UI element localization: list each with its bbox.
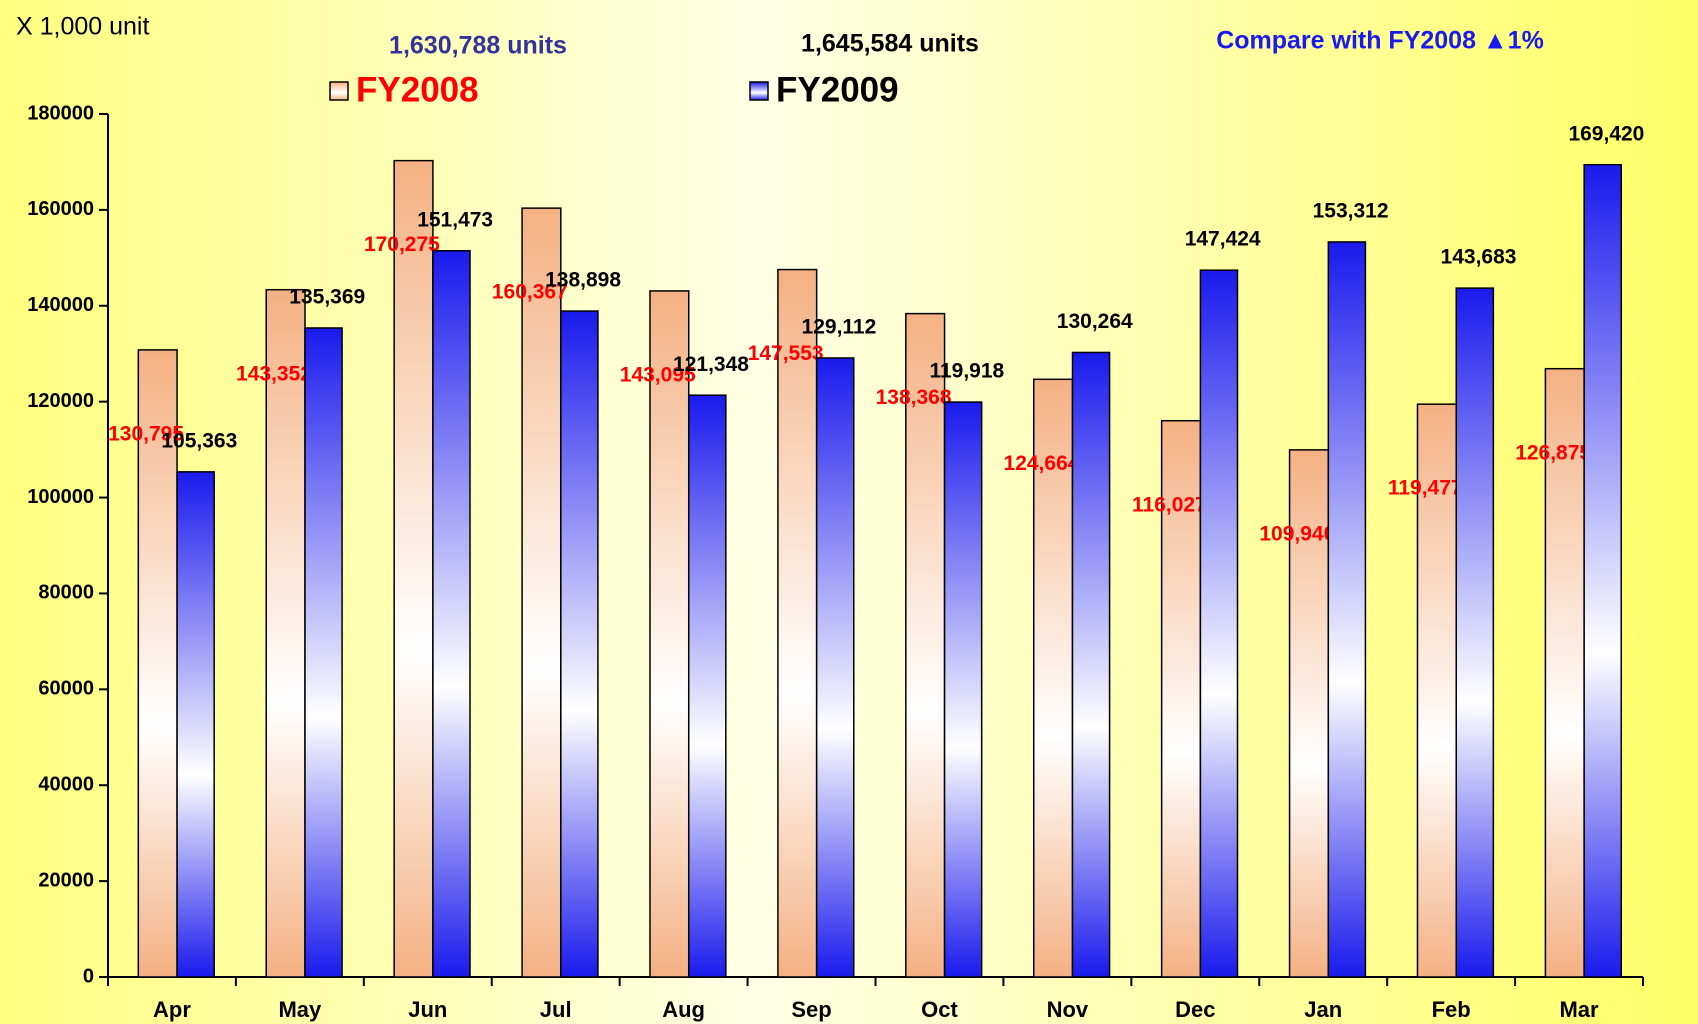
- value-label: 126,875: [1515, 441, 1591, 464]
- y-tick-label: 120000: [27, 390, 94, 412]
- value-label: 130,795: [108, 422, 184, 445]
- unit-label: X 1,000 unit: [16, 13, 149, 41]
- bar: [649, 290, 690, 978]
- value-label: 135,369: [289, 286, 365, 309]
- bar: [1455, 287, 1495, 978]
- x-tick-label: Feb: [1432, 997, 1471, 1022]
- value-label: 138,368: [876, 386, 952, 409]
- y-tick-label: 100000: [27, 486, 94, 508]
- value-label: 170,275: [364, 233, 440, 256]
- value-label: 143,352: [236, 362, 312, 385]
- bar: [1583, 163, 1623, 978]
- bar: [137, 349, 178, 978]
- value-label: 160,367: [492, 281, 568, 304]
- bar: [943, 401, 983, 978]
- bar: [905, 312, 946, 978]
- value-label: 147,553: [748, 342, 824, 365]
- bar: [1160, 419, 1202, 978]
- x-tick-label: Aug: [662, 997, 705, 1022]
- value-label: 169,420: [1568, 122, 1644, 145]
- bar: [815, 357, 855, 978]
- y-tick-label: 140000: [27, 294, 94, 316]
- x-tick-label: Jun: [408, 997, 447, 1022]
- bar: [304, 327, 343, 978]
- bar: [521, 207, 562, 978]
- legend-label: FY2008: [356, 70, 479, 109]
- value-label: 105,363: [161, 429, 237, 452]
- bar: [265, 288, 306, 978]
- bar: [687, 394, 727, 978]
- bar: [1071, 351, 1111, 978]
- y-tick-label: 160000: [27, 198, 94, 220]
- legend-swatch: [329, 81, 349, 101]
- x-tick-label: May: [278, 997, 322, 1022]
- x-tick-label: Sep: [791, 997, 831, 1022]
- value-label: 129,112: [802, 316, 877, 339]
- value-label: 116,027: [1132, 493, 1207, 516]
- y-tick-label: 60000: [38, 678, 94, 700]
- x-tick-label: Jan: [1304, 997, 1342, 1022]
- value-label: 119,918: [929, 360, 1004, 383]
- value-label: 124,664: [1004, 452, 1080, 475]
- y-tick-label: 40000: [38, 774, 94, 796]
- legend-swatch: [749, 81, 769, 101]
- value-label: 130,264: [1057, 310, 1133, 333]
- y-tick-label: 0: [83, 965, 94, 987]
- bar: [432, 250, 471, 978]
- y-tick-label: 180000: [27, 102, 94, 124]
- y-tick-label: 20000: [38, 869, 94, 891]
- bar: [777, 268, 818, 978]
- value-label: 143,683: [1441, 246, 1517, 269]
- x-tick-label: Oct: [921, 997, 958, 1022]
- x-tick-label: Jul: [540, 997, 572, 1022]
- bar: [1199, 269, 1239, 978]
- value-label: 153,312: [1313, 200, 1389, 223]
- legend-label: FY2009: [776, 70, 899, 109]
- fy2009-total: 1,645,584 units: [801, 30, 979, 58]
- fy2008-total: 1,630,788 units: [389, 32, 567, 60]
- y-tick-label: 80000: [38, 582, 94, 604]
- value-label: 138,898: [545, 269, 621, 292]
- bar: [1327, 241, 1367, 978]
- value-label: 151,473: [417, 208, 493, 231]
- bar: [560, 310, 599, 978]
- x-tick-label: Mar: [1559, 997, 1599, 1022]
- bar: [176, 471, 215, 978]
- value-label: 143,095: [620, 363, 696, 386]
- value-label: 109,940: [1259, 522, 1335, 545]
- bar: [393, 159, 434, 978]
- x-tick-label: Apr: [153, 997, 191, 1022]
- x-tick-label: Nov: [1047, 997, 1089, 1022]
- value-label: 147,424: [1185, 228, 1261, 251]
- bar: [1416, 403, 1457, 978]
- value-label: 119,477: [1388, 477, 1463, 500]
- comparison-note: Compare with FY2008 ▲1%: [1216, 27, 1544, 55]
- x-tick-label: Dec: [1175, 997, 1215, 1022]
- value-label: 121,348: [673, 353, 749, 376]
